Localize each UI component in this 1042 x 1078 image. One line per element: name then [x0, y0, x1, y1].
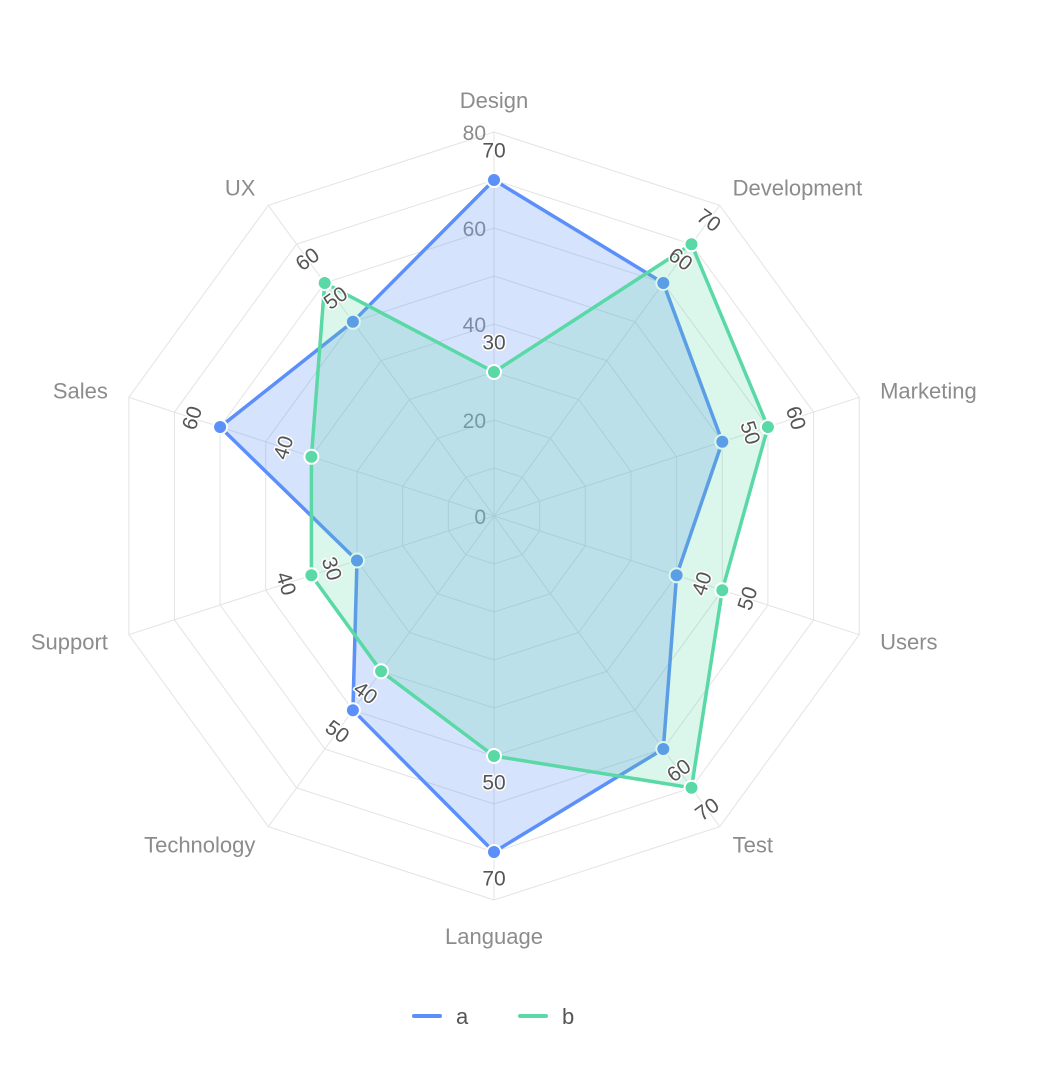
legend-item-b[interactable]: b [518, 1004, 574, 1029]
legend-item-a[interactable]: a [412, 1004, 469, 1029]
radial-tick-80: 80 [463, 122, 486, 145]
point-b-test[interactable] [683, 779, 700, 796]
data-label-b-ux: 60 [292, 243, 324, 275]
axis-label-development: Development [733, 176, 863, 201]
spoke-marketing [493, 396, 860, 517]
legend-label-a: a [456, 1004, 469, 1029]
spoke-test [493, 515, 721, 827]
point-b-ux[interactable] [316, 275, 333, 291]
point-a-design[interactable] [486, 172, 502, 188]
point-b-support[interactable] [303, 567, 320, 584]
point-b-sales[interactable] [303, 448, 320, 465]
axis-label-language: Language [445, 924, 543, 949]
axis-label-support: Support [31, 630, 108, 655]
axis-label-users: Users [880, 630, 937, 655]
spoke-ux [267, 205, 495, 517]
point-a-sales[interactable] [212, 419, 229, 435]
point-a-language[interactable] [486, 844, 502, 860]
axis-label-ux: UX [225, 176, 256, 201]
axis-label-test: Test [733, 833, 773, 858]
point-a-ux[interactable] [344, 313, 361, 330]
point-b-language[interactable] [486, 748, 502, 764]
series-a [212, 172, 731, 860]
data-label-a-technology: 50 [321, 716, 353, 748]
series-b [303, 236, 776, 796]
axis-label-marketing: Marketing [880, 379, 977, 404]
point-b-development[interactable] [683, 236, 700, 253]
data-label-a-language: 70 [482, 868, 505, 891]
spoke-development [493, 205, 721, 517]
data-label-b-support: 40 [271, 569, 300, 598]
data-label-b-language: 50 [482, 772, 505, 795]
point-a-development[interactable] [655, 275, 672, 291]
data-label-b-test: 70 [691, 794, 723, 826]
radial-tick-0: 0 [474, 506, 486, 529]
point-b-technology[interactable] [373, 663, 390, 680]
point-a-support[interactable] [349, 552, 365, 569]
radial-tick-60: 60 [463, 218, 486, 241]
point-a-test[interactable] [655, 741, 672, 757]
data-label-b-users: 50 [733, 584, 762, 613]
legend-label-b: b [562, 1004, 574, 1029]
axis-label-technology: Technology [144, 833, 255, 858]
data-label-b-development: 70 [692, 205, 724, 237]
radial-tick-20: 20 [463, 410, 486, 433]
radial-tick-labels: 0 20 40 60 80 [463, 122, 486, 529]
series-layer [212, 172, 776, 860]
category-axis-labels: Design Development Marketing Users Test Langu… [31, 88, 977, 949]
point-a-technology[interactable] [344, 702, 361, 719]
point-a-marketing[interactable] [714, 433, 731, 450]
data-label-b-design: 30 [482, 332, 505, 355]
point-b-marketing[interactable] [759, 419, 776, 435]
point-b-design[interactable] [486, 364, 502, 380]
data-label-a-sales: 60 [178, 403, 207, 432]
data-label-b-marketing: 60 [781, 403, 810, 432]
point-a-users[interactable] [668, 567, 685, 584]
axis-label-sales: Sales [53, 379, 108, 404]
axis-label-design: Design [460, 88, 528, 113]
point-b-users[interactable] [714, 582, 731, 599]
radial-tick-40: 40 [463, 314, 486, 337]
data-label-a-design: 70 [482, 140, 505, 163]
